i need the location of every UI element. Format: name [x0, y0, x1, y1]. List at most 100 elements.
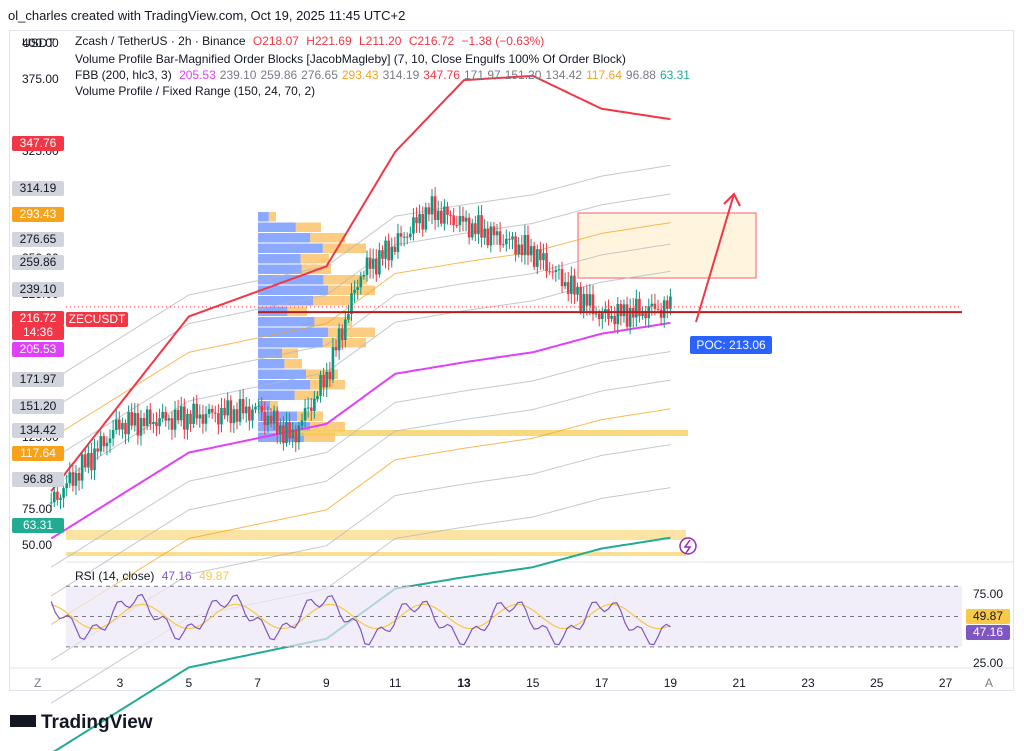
- legend-fbb-name: FBB (200, hlc3, 3): [75, 68, 172, 82]
- time-label: 25: [870, 676, 884, 690]
- candle-body: [105, 442, 109, 447]
- candle-body: [489, 226, 493, 246]
- price-box: 134.42: [12, 423, 64, 438]
- candle-body: [300, 420, 304, 426]
- volume-profile-bar: [258, 390, 295, 400]
- fib-band-line: [50, 351, 671, 568]
- rsi-name: RSI (14, close): [75, 569, 155, 583]
- candle-body: [59, 497, 62, 500]
- candle-body: [254, 406, 257, 410]
- candle-body: [99, 436, 103, 452]
- auto-scale-button[interactable]: A: [985, 676, 994, 690]
- volume-profile-bar: [258, 212, 269, 222]
- fib-band-line: [50, 270, 671, 488]
- timezone-button[interactable]: Z: [34, 676, 42, 690]
- candle-body: [152, 422, 155, 424]
- time-label: 3: [116, 676, 124, 690]
- legend-high: H221.69: [306, 34, 352, 48]
- candle-body: [303, 408, 307, 421]
- legend-low: L211.20: [358, 34, 402, 48]
- candle-body: [316, 395, 319, 399]
- candle-body: [337, 328, 341, 351]
- lightning-icon-glyph: [683, 539, 692, 554]
- symbol-tag: ZECUSDT: [66, 312, 128, 327]
- candle-body: [179, 406, 183, 421]
- time-label: 19: [663, 676, 678, 690]
- fib-band-line: [50, 243, 671, 461]
- volume-profile-bar: [295, 222, 321, 232]
- support-zone: [66, 530, 686, 540]
- candle-body: [294, 429, 298, 443]
- candle-body: [201, 414, 205, 424]
- volume-profile-bar: [258, 369, 306, 379]
- legend-fbb-value: 171.97: [463, 68, 501, 82]
- candle-body: [399, 233, 403, 237]
- candle-body: [183, 406, 186, 430]
- price-box: 205.53: [12, 342, 64, 357]
- candle-body: [501, 244, 505, 246]
- candle-body: [238, 399, 242, 422]
- time-label: 17: [594, 676, 609, 690]
- candle-body: [616, 304, 620, 325]
- time-label: 9: [323, 676, 330, 690]
- candle-body: [111, 430, 115, 439]
- price-box: 314.19: [12, 181, 64, 196]
- time-label: 7: [254, 676, 261, 690]
- candle-body: [235, 409, 239, 422]
- legend-close: C216.72: [408, 34, 455, 48]
- candle-body: [486, 228, 490, 246]
- candle-body: [514, 236, 517, 255]
- candle-body: [641, 310, 644, 317]
- candle-body: [625, 304, 629, 327]
- legend-fbb-value: 151.20: [504, 68, 542, 82]
- candle-body: [226, 400, 229, 416]
- candle-body: [189, 413, 192, 424]
- fib-band-line: [50, 379, 671, 597]
- candle-body: [127, 412, 130, 435]
- price-tick: 75.00: [22, 501, 53, 516]
- candle-body: [662, 300, 666, 318]
- candle-body: [436, 210, 440, 221]
- candle-body: [378, 250, 381, 275]
- legend-fbb-value: 314.19: [382, 68, 420, 82]
- rsi-ma-box: 49.87: [966, 609, 1010, 624]
- candle-body: [350, 293, 353, 315]
- candle-body: [313, 398, 316, 412]
- candle-body: [65, 483, 68, 489]
- candle-body: [328, 371, 332, 380]
- candle-body: [613, 315, 616, 325]
- rsi-value-box: 47.16: [966, 625, 1010, 640]
- candle-body: [207, 408, 211, 414]
- legend-main[interactable]: Zcash / TetherUS · 2h · Binance O218.07 …: [75, 34, 548, 48]
- candle-body: [573, 275, 576, 295]
- volume-profile-bar: [306, 369, 338, 379]
- price-box: 171.97: [12, 372, 64, 387]
- candle-body: [421, 213, 425, 230]
- candle-body: [96, 448, 99, 452]
- candle-body: [523, 234, 527, 255]
- legend-indicator-orderblocks[interactable]: Volume Profile Bar-Magnified Order Block…: [75, 52, 626, 66]
- candle-body: [322, 374, 325, 388]
- candle-body: [532, 246, 536, 267]
- legend-fbb-value: 276.65: [301, 68, 338, 82]
- legend-fbb-value: 205.53: [179, 68, 216, 82]
- candle-body: [576, 286, 579, 295]
- candle-body: [133, 413, 137, 426]
- candle-body: [554, 270, 558, 273]
- candle-body: [635, 298, 638, 318]
- legend-indicator-fbb[interactable]: FBB (200, hlc3, 3) 205.53 239.10 259.86 276…: [75, 68, 694, 82]
- volume-profile-bar: [258, 348, 282, 358]
- legend-indicator-volume-profile[interactable]: Volume Profile / Fixed Range (150, 24, 7…: [75, 84, 316, 98]
- candle-body: [124, 422, 127, 435]
- candle-body: [517, 244, 520, 255]
- volume-profile-bar: [258, 243, 323, 253]
- time-label: 11: [388, 676, 402, 690]
- candle-body: [74, 472, 78, 486]
- volume-profile-bar: [322, 338, 366, 348]
- candle-body: [167, 418, 171, 421]
- legend-fbb-value: 63.31: [659, 68, 690, 82]
- rsi-legend[interactable]: RSI (14, close) 47.16 49.87: [75, 569, 233, 583]
- time-label: 23: [801, 676, 815, 690]
- candle-body: [619, 304, 623, 317]
